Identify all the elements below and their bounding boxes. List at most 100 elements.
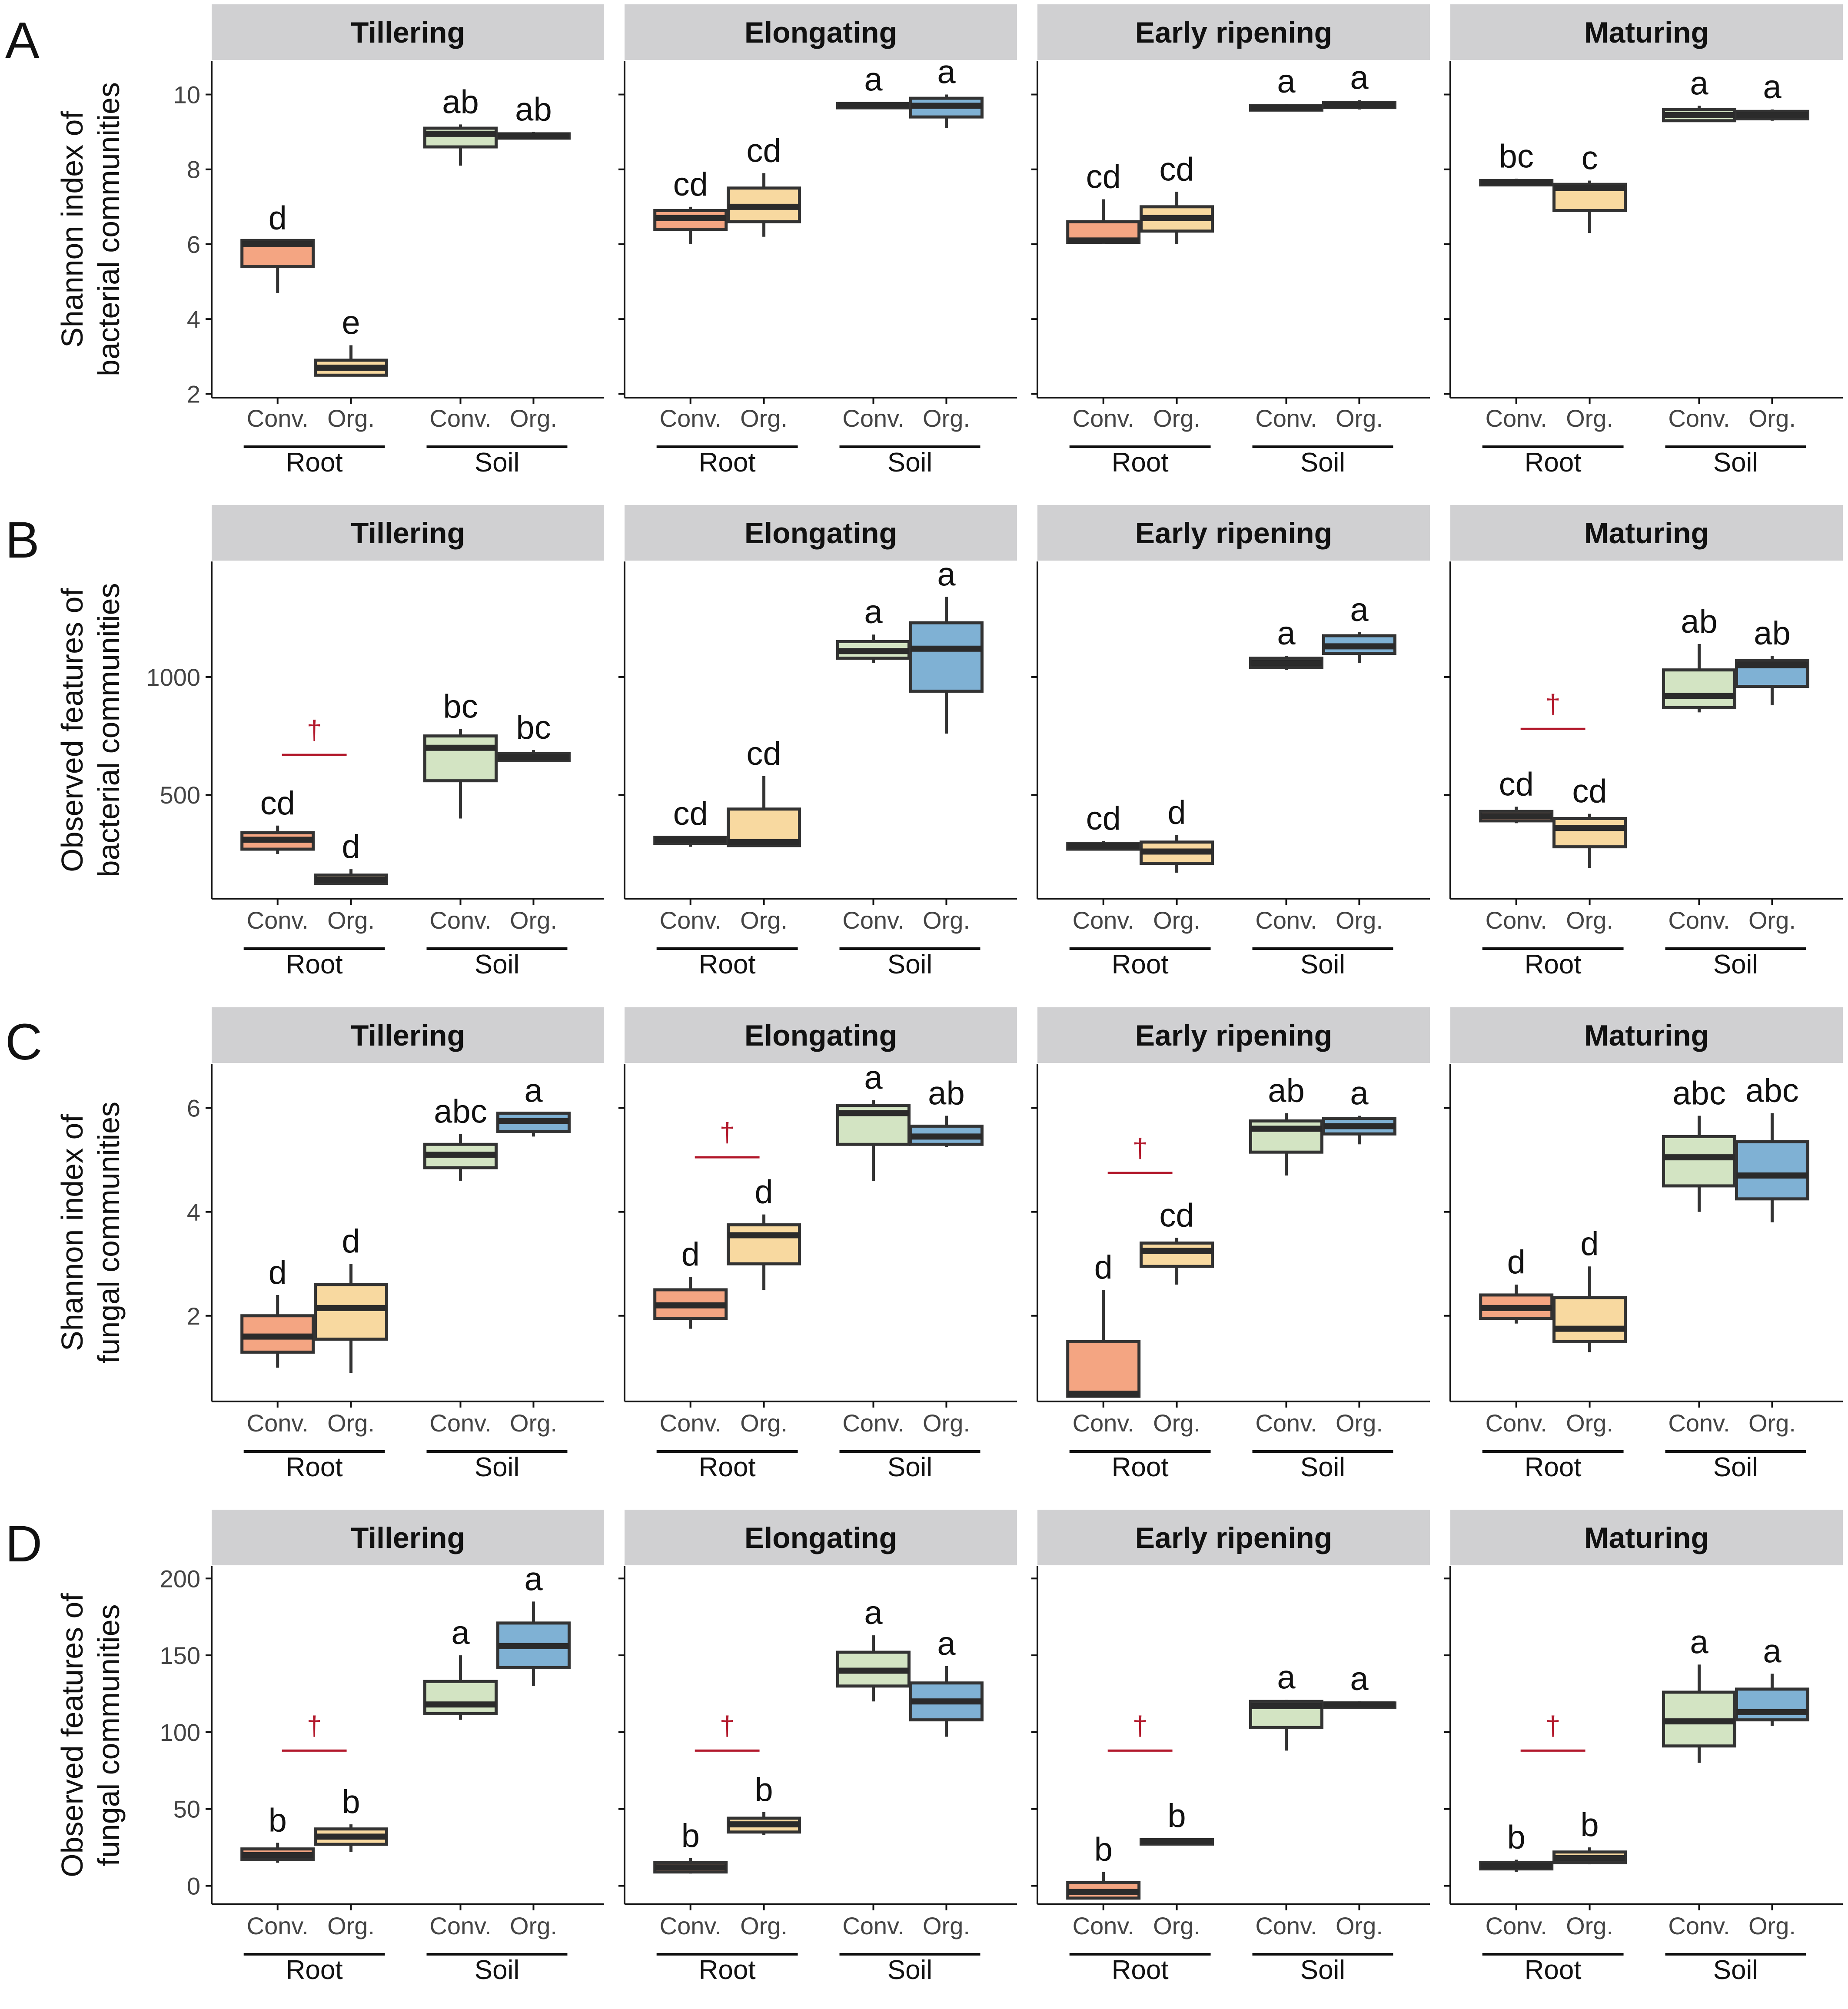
box-org-root: cd (1140, 1197, 1214, 1285)
facet-early-ripening: Early ripening Conv. Org. Conv. Org. Root Soil… (1031, 505, 1430, 980)
group-label: Soil (1300, 1452, 1345, 1482)
significance-letter: b (754, 1771, 773, 1808)
x-tick-label: Org. (1748, 907, 1796, 934)
x-tick-label: Conv. (429, 907, 491, 934)
x-tick-label: Org. (1566, 1409, 1613, 1437)
box-org-root: b (1140, 1797, 1214, 1846)
box-org-soil: a (1735, 69, 1809, 121)
facet-strip (212, 4, 604, 60)
y-tick-label: 4 (187, 1199, 200, 1226)
group-label: Soil (1300, 448, 1345, 478)
panel-label: A (5, 12, 40, 69)
significance-letter: cd (746, 735, 781, 772)
group-label: Soil (1713, 1955, 1758, 1985)
significance-letter: cd (1086, 159, 1121, 196)
box-org-soil: ab (496, 91, 571, 140)
significance-letter: b (269, 1802, 287, 1839)
facet-maturing: Maturing Conv. Org. Conv. Org. Root Soil b b a a † (1444, 1510, 1843, 1985)
significance-letter: b (681, 1817, 700, 1854)
box-iqr (314, 1283, 389, 1341)
significance-letter: d (754, 1174, 773, 1211)
box-iqr (423, 1680, 498, 1715)
y-tick-label: 0 (187, 1873, 200, 1900)
box-conv-root: b (1066, 1831, 1141, 1900)
facet-elongating: Elongating Conv. Org. Conv. Org. Root Soil d d a a… (618, 1007, 1017, 1482)
box-conv-soil: ab (1662, 603, 1737, 713)
x-tick-label: Conv. (842, 405, 904, 432)
chart-root: A Shannon index ofbacterial communities Ti… (5, 4, 1843, 1985)
x-tick-label: Org. (510, 1409, 557, 1437)
box-org-root: cd (1140, 151, 1214, 244)
facet-tillering: Tillering 2 4 6 8 10 Conv. Org. Conv. Org. Root Soi… (173, 4, 604, 478)
significance-letter: a (864, 1594, 883, 1631)
facet-strip-title: Tillering (351, 1521, 465, 1554)
box-org-root: b (727, 1771, 801, 1835)
significance-letter: a (1763, 1633, 1782, 1670)
x-tick-label: Org. (1153, 907, 1200, 934)
significance-letter: ab (1681, 603, 1718, 640)
y-tick-label: 8 (187, 156, 200, 183)
dagger-mark: † (1546, 1711, 1560, 1741)
group-label: Root (286, 950, 343, 980)
box-iqr (727, 1223, 801, 1265)
facet-strip-title: Tillering (351, 16, 465, 49)
x-tick-label: Org. (1336, 907, 1383, 934)
dagger-mark: † (720, 1711, 735, 1741)
box-conv-root: d (240, 199, 315, 293)
y-axis-label: Shannon index ofbacterial communities (55, 82, 126, 376)
significance-letter: a (1350, 59, 1369, 96)
significance-letter: a (1277, 63, 1296, 100)
significance-letter: a (524, 1561, 543, 1597)
x-tick-label: Conv. (1486, 907, 1547, 934)
box-iqr (423, 734, 498, 783)
facet-strip-title: Elongating (745, 517, 897, 550)
facet-strip (212, 505, 604, 561)
x-tick-label: Org. (1566, 405, 1613, 432)
group-label: Root (699, 1452, 756, 1482)
box-conv-root: cd (1479, 766, 1554, 824)
significance-letter: b (1167, 1797, 1186, 1834)
significance-letter: d (1094, 1249, 1113, 1286)
facet-strip-title: Elongating (745, 16, 897, 49)
group-label: Soil (887, 1452, 932, 1482)
facet-strip-title: Maturing (1584, 1019, 1709, 1052)
significance-letter: abc (1672, 1075, 1726, 1112)
x-tick-label: Conv. (1668, 907, 1730, 934)
significance-letter: cd (673, 795, 708, 832)
dagger-mark: † (307, 715, 322, 745)
x-tick-label: Conv. (1073, 907, 1134, 934)
box-conv-root: cd (653, 166, 728, 244)
significance-letter: b (1507, 1819, 1526, 1856)
x-tick-label: Org. (1153, 1409, 1200, 1437)
y-tick-label: 200 (160, 1565, 200, 1592)
significance-letter: cd (1499, 766, 1534, 803)
facet-strip-title: Maturing (1584, 1521, 1709, 1554)
facet-elongating: Elongating Conv. Org. Conv. Org. Root Soil cd cd… (618, 4, 1017, 478)
group-label: Soil (475, 1452, 519, 1482)
group-label: Soil (1300, 1955, 1345, 1985)
box-org-soil: a (496, 1561, 571, 1686)
x-tick-label: Org. (327, 907, 375, 934)
facet-early-ripening: Early ripening Conv. Org. Conv. Org. Root Soil… (1031, 4, 1430, 478)
significance-letter: a (937, 54, 956, 91)
x-tick-label: Org. (1566, 1912, 1613, 1939)
significance-letter: a (451, 1614, 470, 1651)
significance-letter: a (1763, 69, 1782, 106)
box-org-root: d (314, 1223, 389, 1373)
x-tick-label: Org. (1153, 1912, 1200, 1939)
facet-strip (212, 1007, 604, 1063)
x-tick-label: Conv. (247, 907, 309, 934)
x-tick-label: Org. (923, 1912, 970, 1939)
y-tick-label: 150 (160, 1642, 200, 1669)
group-label: Root (1525, 950, 1582, 980)
box-org-root: cd (1552, 773, 1627, 868)
facet-maturing: Maturing Conv. Org. Conv. Org. Root Soil cd cd ab… (1444, 505, 1843, 980)
facet-strip (625, 4, 1017, 60)
y-axis-label-line: Observed features of (55, 588, 89, 872)
box-org-root: d (1140, 794, 1214, 873)
significance-letter: a (937, 1625, 956, 1662)
x-tick-label: Conv. (1668, 1912, 1730, 1939)
box-org-soil: a (909, 54, 984, 128)
x-tick-label: Org. (1153, 405, 1200, 432)
y-tick-label: 100 (160, 1719, 200, 1746)
